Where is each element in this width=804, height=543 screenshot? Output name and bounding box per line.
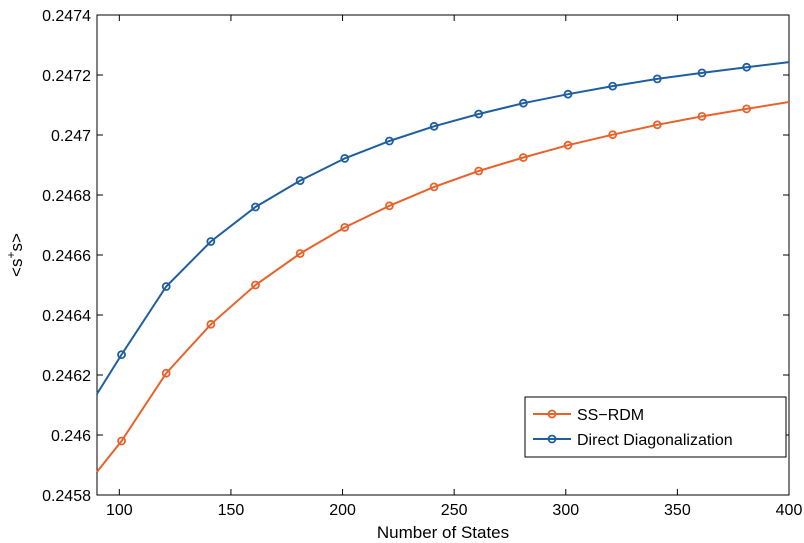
data-point-ss-rdm bbox=[608, 130, 618, 140]
data-point-direct-diagonalization bbox=[742, 62, 751, 72]
data-point-ss-rdm bbox=[295, 249, 305, 258]
data-point-ss-rdm bbox=[518, 153, 528, 162]
data-point-ss-rdm bbox=[161, 368, 171, 378]
legend-label-ss-rdm: SS−RDM bbox=[577, 407, 644, 424]
x-tick-label: 200 bbox=[329, 502, 356, 519]
data-point-ss-rdm bbox=[697, 112, 707, 121]
data-point-ss-rdm bbox=[652, 120, 662, 130]
y-tick-label: 0.2464 bbox=[42, 308, 91, 325]
y-tick-label: 0.2472 bbox=[42, 68, 91, 85]
data-point-direct-diagonalization bbox=[474, 109, 484, 119]
data-point-ss-rdm bbox=[563, 140, 573, 150]
series-line-direct-diagonalization bbox=[96, 61, 790, 395]
x-tick-label: 100 bbox=[106, 502, 133, 519]
data-point-direct-diagonalization bbox=[652, 74, 662, 84]
legend-box bbox=[524, 396, 787, 458]
x-tick-label: 150 bbox=[218, 502, 245, 519]
data-point-direct-diagonalization bbox=[563, 89, 573, 99]
data-point-direct-diagonalization bbox=[161, 282, 171, 291]
legend-label-direct-diagonalization: Direct Diagonalization bbox=[577, 432, 733, 449]
data-point-ss-rdm bbox=[206, 319, 216, 329]
data-point-direct-diagonalization bbox=[697, 68, 707, 78]
y-axis-label: <s+s> bbox=[4, 233, 26, 277]
data-point-ss-rdm bbox=[117, 436, 126, 446]
y-tick-label: 0.2462 bbox=[42, 368, 91, 385]
y-tick-label: 0.2466 bbox=[42, 248, 91, 265]
data-point-ss-rdm bbox=[251, 280, 260, 290]
data-point-direct-diagonalization bbox=[251, 202, 260, 212]
x-axis-label: Number of States bbox=[377, 523, 509, 542]
y-tick-label: 0.2458 bbox=[42, 488, 91, 505]
series-layer bbox=[96, 61, 790, 473]
data-point-direct-diagonalization bbox=[385, 136, 394, 146]
x-tick-label: 400 bbox=[776, 502, 803, 519]
x-tick-label: 300 bbox=[552, 502, 579, 519]
data-point-direct-diagonalization bbox=[429, 121, 439, 131]
axis-tick-labels: 100 150 200 250 300 350 400 0.2458 0.246 0.2462 0.… bbox=[42, 8, 802, 519]
series-line-ss-rdm bbox=[96, 101, 790, 473]
data-point-ss-rdm bbox=[385, 201, 394, 211]
data-point-direct-diagonalization bbox=[518, 98, 528, 108]
y-axis-label-part-2: s> bbox=[7, 233, 26, 252]
data-point-ss-rdm bbox=[742, 104, 751, 114]
y-tick-label: 0.2468 bbox=[42, 188, 91, 205]
x-tick-label: 350 bbox=[664, 502, 691, 519]
data-point-direct-diagonalization bbox=[340, 153, 350, 163]
data-point-direct-diagonalization bbox=[608, 81, 618, 91]
y-tick-label: 0.2474 bbox=[42, 8, 91, 25]
legend-marker-ss-rdm bbox=[547, 409, 557, 419]
data-point-ss-rdm bbox=[340, 222, 350, 232]
legend-marker-direct-diagonalization bbox=[547, 434, 557, 444]
y-axis-label-superscript: + bbox=[4, 251, 18, 258]
x-tick-label: 250 bbox=[441, 502, 468, 519]
data-point-direct-diagonalization bbox=[206, 237, 216, 246]
y-tick-label: 0.247 bbox=[51, 128, 91, 145]
axis-ticks bbox=[97, 14, 790, 496]
y-axis-label-part-1: <s bbox=[7, 259, 26, 277]
legend: SS−RDM Direct Diagonalization bbox=[524, 396, 787, 458]
data-point-ss-rdm bbox=[429, 182, 439, 192]
y-tick-label: 0.246 bbox=[51, 428, 91, 445]
data-point-ss-rdm bbox=[474, 166, 484, 176]
data-point-direct-diagonalization bbox=[295, 176, 305, 186]
data-point-direct-diagonalization bbox=[117, 350, 126, 360]
